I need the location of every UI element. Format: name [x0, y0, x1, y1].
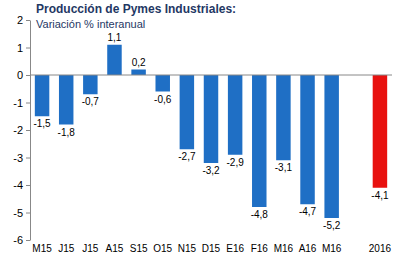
- bar: [373, 75, 387, 188]
- data-labels: -1,5 -1,8 -0,7 1,1 0,2 -0,6 -2,7 -3,2 -2,9 -4,8 -3…: [33, 32, 389, 231]
- bar: [228, 75, 242, 155]
- y-tick-label: 0: [17, 69, 23, 81]
- data-label: 1,1: [108, 32, 122, 43]
- x-tick: E16: [226, 243, 244, 254]
- x-tick-label: E16: [226, 243, 244, 254]
- y-tick: 1: [17, 42, 30, 54]
- data-label: -2,9: [227, 157, 245, 168]
- x-tick: S15: [130, 243, 148, 254]
- y-tick-label: -2: [13, 124, 23, 136]
- x-tick: M15: [32, 243, 52, 254]
- x-tick: J15: [82, 243, 99, 254]
- y-axis-line: [30, 21, 31, 241]
- data-label: -2,7: [178, 151, 196, 162]
- bar: [204, 75, 218, 163]
- x-tick-label: S15: [130, 243, 148, 254]
- y-tick-mark: [26, 48, 30, 49]
- bar: [59, 75, 73, 125]
- data-label: -1,5: [33, 118, 51, 129]
- y-tick: 2: [17, 14, 30, 26]
- y-tick-mark: [26, 158, 30, 159]
- bar: [324, 75, 338, 218]
- x-tick-label: M16: [274, 243, 294, 254]
- y-tick-label: -4: [13, 179, 23, 191]
- data-label: -0,7: [82, 96, 100, 107]
- y-tick: -3: [13, 152, 30, 164]
- x-tick: O15: [153, 243, 172, 254]
- y-tick: -4: [13, 179, 30, 191]
- y-axis: -6 -5 -4 -3 -2 -1 0 1 2: [13, 14, 30, 246]
- x-tick: M16: [322, 243, 342, 254]
- data-label: -0,6: [154, 94, 172, 105]
- bar: [252, 75, 266, 207]
- x-tick: M16: [274, 243, 294, 254]
- title: Producción de Pymes Industriales:: [36, 2, 236, 16]
- data-label: -4,8: [251, 209, 269, 220]
- zero-line: [30, 75, 392, 76]
- x-tick: A16: [299, 243, 317, 254]
- x-tick-label: M16: [322, 243, 342, 254]
- bar: [276, 75, 290, 160]
- y-tick-mark: [26, 75, 30, 76]
- data-label: -4,7: [299, 206, 317, 217]
- subtitle: Variación % interanual: [36, 18, 145, 30]
- bar: [107, 45, 121, 75]
- y-tick: -1: [13, 97, 30, 109]
- y-tick-mark: [26, 213, 30, 214]
- x-tick: D15: [202, 243, 221, 254]
- y-tick: -2: [13, 124, 30, 136]
- y-tick: -6: [13, 234, 30, 246]
- x-tick-label: 2016: [369, 243, 392, 254]
- data-label: -4,1: [371, 190, 389, 201]
- y-tick: 0: [17, 69, 30, 81]
- bar: [300, 75, 314, 204]
- chart: -6 -5 -4 -3 -2 -1 0 1 2 M15 J15 J15 A15 S15 O15 N15 D15 E…: [0, 0, 396, 268]
- y-tick-label: 1: [17, 42, 23, 54]
- bar: [35, 75, 49, 116]
- bar: [131, 70, 145, 76]
- x-tick: A15: [106, 243, 124, 254]
- x-tick-label: M15: [32, 243, 52, 254]
- y-tick-mark: [26, 20, 30, 21]
- x-tick-label: F16: [251, 243, 269, 254]
- x-tick: 2016: [369, 243, 392, 254]
- x-tick-label: O15: [153, 243, 172, 254]
- y-tick-label: 2: [17, 14, 23, 26]
- bar: [83, 75, 97, 94]
- x-tick-label: A16: [299, 243, 317, 254]
- bar: [180, 75, 194, 149]
- data-label: 0,2: [132, 57, 146, 68]
- y-tick-label: -1: [13, 97, 23, 109]
- x-tick: N15: [178, 243, 197, 254]
- y-tick-mark: [26, 240, 30, 241]
- data-label: -3,2: [202, 165, 220, 176]
- x-tick-label: D15: [202, 243, 221, 254]
- y-tick-label: -5: [13, 207, 23, 219]
- x-tick: J15: [58, 243, 75, 254]
- y-tick-mark: [26, 130, 30, 131]
- data-label: -1,8: [58, 127, 76, 138]
- x-tick-label: A15: [106, 243, 124, 254]
- data-label: -5,2: [323, 220, 341, 231]
- y-tick-label: -6: [13, 234, 23, 246]
- bar: [155, 75, 169, 92]
- x-tick-label: N15: [178, 243, 197, 254]
- y-tick-label: -3: [13, 152, 23, 164]
- y-tick-mark: [26, 185, 30, 186]
- x-tick: F16: [251, 243, 269, 254]
- bars: [35, 45, 387, 218]
- y-tick-mark: [26, 103, 30, 104]
- x-axis: M15 J15 J15 A15 S15 O15 N15 D15 E16 F16 M16 A16 M16 2…: [32, 243, 391, 254]
- x-tick-label: J15: [82, 243, 99, 254]
- data-label: -3,1: [275, 162, 293, 173]
- x-tick-label: J15: [58, 243, 75, 254]
- y-tick: -5: [13, 207, 30, 219]
